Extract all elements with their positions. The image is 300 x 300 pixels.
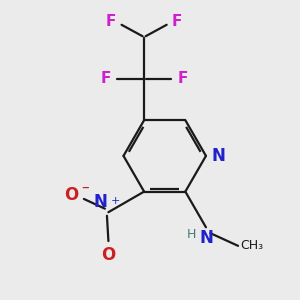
Text: F: F	[100, 71, 111, 86]
Text: CH₃: CH₃	[240, 239, 264, 252]
Text: F: F	[172, 14, 182, 29]
Text: –: –	[81, 180, 88, 195]
Text: N: N	[93, 193, 107, 211]
Text: F: F	[177, 71, 188, 86]
Text: +: +	[111, 196, 120, 206]
Text: O: O	[64, 185, 78, 203]
Text: H: H	[187, 228, 196, 241]
Text: O: O	[101, 246, 116, 264]
Text: F: F	[106, 14, 116, 29]
Text: N: N	[199, 229, 213, 247]
Text: N: N	[211, 147, 225, 165]
